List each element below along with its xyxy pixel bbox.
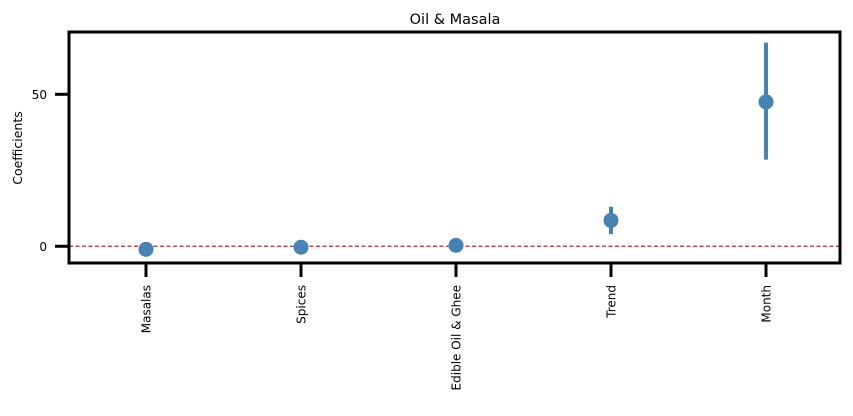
coefficient-point bbox=[293, 239, 309, 255]
x-tick-label: Trend bbox=[605, 285, 619, 319]
x-tick-label: Masalas bbox=[140, 285, 154, 333]
x-tick-label: Month bbox=[760, 285, 774, 323]
chart-title: Oil & Masala bbox=[410, 12, 501, 28]
plot-frame bbox=[67, 30, 842, 265]
coefficient-point bbox=[448, 237, 464, 253]
coefficient-point bbox=[138, 241, 154, 257]
coefficient-point bbox=[603, 212, 619, 228]
x-tick-label: Spices bbox=[295, 285, 309, 324]
y-tick-label: 0 bbox=[39, 240, 47, 254]
plot-area: 0 50 Masalas Spices Edible Oil & Ghee Trend Mo… bbox=[32, 42, 840, 390]
y-axis-label: Coefficients bbox=[10, 111, 25, 185]
x-tick-label: Edible Oil & Ghee bbox=[450, 285, 464, 390]
y-tick-label: 50 bbox=[32, 88, 47, 102]
coefficient-point bbox=[758, 94, 774, 110]
